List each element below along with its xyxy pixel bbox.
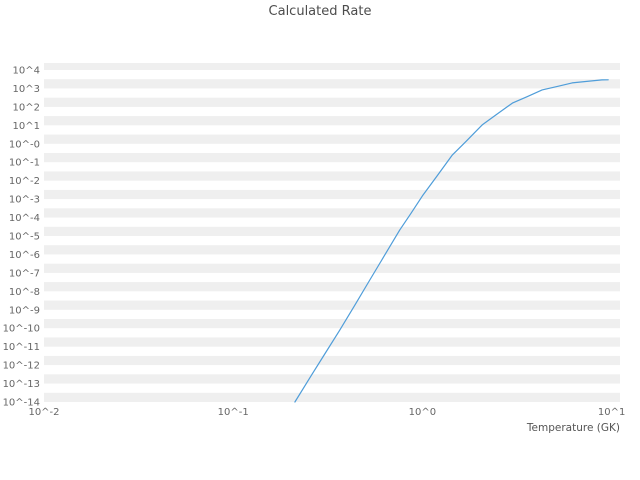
grid-stripe [44, 392, 620, 402]
x-axis-label: Temperature (GK) [526, 422, 620, 434]
grid-stripe [44, 153, 620, 163]
grid-stripe [44, 282, 620, 292]
grid-stripe [44, 79, 620, 89]
y-tick-label: 10^1 [13, 121, 40, 132]
x-tick-label: 10^-1 [218, 407, 249, 418]
grid-stripe [44, 189, 620, 200]
grid-stripe [44, 63, 620, 70]
y-tick-label: 10^-8 [9, 287, 40, 298]
y-tick-label: 10^-1 [9, 158, 40, 169]
grid-stripe [44, 226, 620, 236]
y-tick-label: 10^-0 [9, 139, 40, 150]
y-tick-label: 10^-2 [9, 176, 40, 187]
grid-stripe [44, 355, 620, 366]
grid-stripe [44, 263, 620, 273]
grid-stripe [44, 134, 620, 144]
y-tick-label: 10^4 [13, 66, 40, 77]
y-tick-label: 10^-5 [9, 232, 40, 243]
y-tick-label: 10^-13 [3, 379, 40, 390]
grid-stripe [44, 319, 620, 329]
x-tick-label: 10^-2 [28, 407, 59, 418]
grid-stripe [44, 245, 620, 255]
y-tick-label: 10^3 [13, 84, 40, 95]
grid-stripe [44, 208, 620, 218]
y-tick-label: 10^-4 [9, 213, 40, 224]
grid-stripe [44, 116, 620, 126]
x-tick-label: 10^1 [598, 407, 625, 418]
grid-stripe [44, 374, 620, 384]
y-tick-label: 10^-3 [9, 195, 40, 206]
y-tick-label: 10^-12 [3, 361, 40, 372]
y-tick-label: 10^-11 [3, 342, 40, 353]
chart-title: Calculated Rate [268, 4, 372, 19]
y-tick-label: 10^-14 [3, 398, 40, 409]
y-tick-label: 10^-10 [3, 324, 40, 335]
y-tick-label: 10^-7 [9, 268, 40, 279]
y-tick-label: 10^-9 [9, 305, 40, 316]
grid-stripe [44, 97, 620, 107]
series-line-calculated-rate [294, 79, 609, 403]
grid-stripe [44, 300, 620, 310]
x-tick-label: 10^0 [409, 407, 436, 418]
y-tick-label: 10^-6 [9, 250, 40, 261]
grid-stripe [44, 171, 620, 181]
y-tick-label: 10^2 [13, 102, 40, 113]
